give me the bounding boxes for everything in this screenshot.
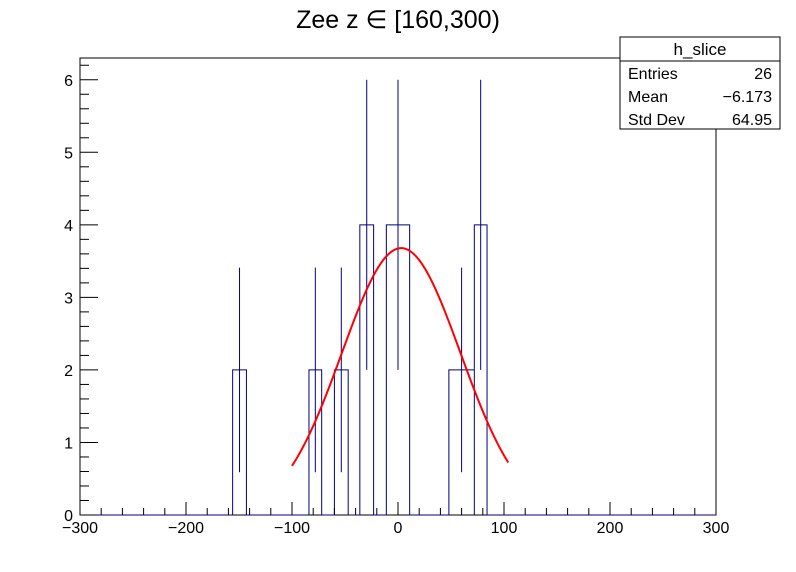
stats-box-frame xyxy=(619,36,781,130)
stats-entries-label: Entries xyxy=(628,66,678,83)
stats-entries-value: 26 xyxy=(754,66,772,83)
x-tick-label: 0 xyxy=(394,520,403,537)
x-tick-label: −200 xyxy=(168,520,204,537)
y-tick-label: 1 xyxy=(64,435,73,452)
fit-curve-group xyxy=(291,247,510,467)
x-tick-label: 100 xyxy=(491,520,518,537)
chart-title: Zee z ∈ [160,300) xyxy=(296,6,500,34)
stats-stddev-label: Std Dev xyxy=(628,112,685,129)
y-tick-label: 6 xyxy=(64,73,73,90)
y-tick-label: 5 xyxy=(64,145,73,162)
y-tick-label: 0 xyxy=(64,508,73,525)
x-tick-label: 200 xyxy=(597,520,624,537)
fit-curve xyxy=(291,247,510,467)
histogram-outline xyxy=(80,224,716,516)
stats-mean-value: −6.173 xyxy=(723,89,772,106)
axes: −300 −200 −100 0 100 200 300 0 1 2 3 4 5 6 xyxy=(62,64,730,537)
x-tick-label: −100 xyxy=(274,520,310,537)
stats-box-title: h_slice xyxy=(674,40,727,59)
y-tick-label: 4 xyxy=(64,218,73,235)
stats-box: h_slice Entries 26 Mean −6.173 Std Dev 6… xyxy=(619,36,781,130)
x-tick-label: −300 xyxy=(62,520,98,537)
histogram xyxy=(80,79,716,516)
y-tick-label: 2 xyxy=(64,363,73,380)
stats-mean-label: Mean xyxy=(628,89,668,106)
y-tick-label: 3 xyxy=(64,290,73,307)
x-tick-label: 300 xyxy=(703,520,730,537)
stats-stddev-value: 64.95 xyxy=(732,112,772,129)
